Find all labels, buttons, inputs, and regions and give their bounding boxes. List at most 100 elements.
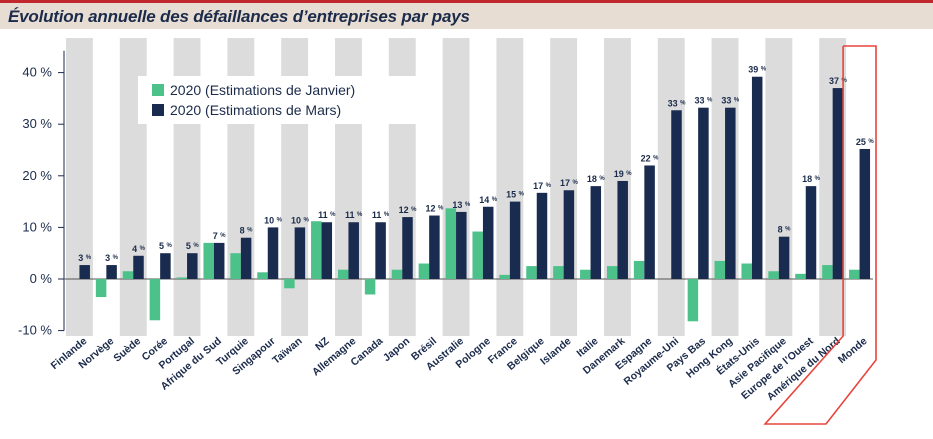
category-labels: FinlandeNorvègeSuèdeCoréePortugalAfrique…	[49, 334, 870, 403]
bar-january-29	[849, 269, 860, 279]
bar-march-19	[590, 186, 602, 279]
bar-march-15	[482, 206, 494, 279]
bar-march-27	[805, 186, 817, 279]
bar-january-13	[418, 263, 430, 279]
bar-march-14	[456, 211, 467, 279]
bar-march-25	[751, 76, 763, 279]
legend-label-march: 2020 (Estimations de Mars)	[170, 102, 342, 118]
y-tick-label: -10 %	[18, 323, 52, 338]
data-label-8: 10 %	[291, 215, 310, 225]
bar-march-18	[563, 190, 575, 279]
bar-march-17	[536, 192, 548, 279]
data-label-16: 15 %	[506, 190, 525, 200]
highlight-box	[763, 45, 877, 425]
bar-january-25	[741, 263, 752, 279]
legend-swatch-january	[152, 84, 164, 96]
bar-march-24	[725, 107, 736, 279]
data-label-0: 3 %	[78, 253, 92, 263]
bar-march-16	[509, 201, 521, 279]
bar-january-15	[472, 231, 483, 279]
bar-january-16	[499, 274, 510, 279]
top-accent-line	[0, 0, 933, 3]
y-tick-label: 0 %	[30, 271, 53, 286]
bar-january-12	[391, 269, 403, 279]
data-label-18: 17 %	[560, 178, 579, 188]
data-label-21: 22 %	[641, 153, 660, 163]
bar-january-4	[176, 277, 188, 279]
band-18	[550, 38, 578, 336]
y-tick-label: 30 %	[22, 116, 52, 131]
bar-january-2	[122, 271, 134, 279]
data-label-9: 11 %	[318, 210, 336, 220]
data-label-26: 8 %	[778, 225, 792, 235]
bar-march-26	[778, 236, 790, 279]
bar-march-10	[348, 222, 359, 279]
bar-march-1	[106, 265, 117, 279]
band-16	[496, 38, 524, 336]
band-14	[442, 38, 470, 336]
bar-january-18	[553, 266, 564, 279]
bars	[79, 76, 871, 322]
data-label-24: 33 %	[721, 96, 740, 106]
bar-january-9	[311, 221, 322, 279]
data-label-14: 13 %	[452, 200, 471, 210]
data-labels: 3 % 3 % 4 % 5 % 5 % 7 % 8 % 10 % 10 % 11 % 11 % 11 …	[78, 65, 874, 263]
bar-january-3	[149, 279, 161, 321]
y-tick-label: 20 %	[22, 168, 52, 183]
data-label-7: 10 %	[264, 215, 283, 225]
bar-march-4	[187, 253, 198, 279]
data-label-6: 8 %	[240, 226, 254, 236]
title-bar: Évolution annuelle des défaillances d’en…	[0, 3, 933, 29]
legend-item-january: 2020 (Estimations de Janvier)	[152, 80, 355, 100]
category-label-18: Islande	[538, 335, 574, 368]
band-0	[66, 38, 93, 336]
bar-march-11	[375, 222, 386, 279]
bar-january-27	[795, 273, 806, 279]
bar-january-20	[606, 266, 618, 279]
category-label-9: NZ	[313, 335, 332, 354]
bar-march-6	[240, 237, 252, 279]
data-label-19: 18 %	[587, 174, 606, 184]
bar-january-19	[580, 269, 591, 279]
bar-march-2	[133, 255, 144, 279]
bar-january-5	[203, 242, 214, 279]
data-label-23: 33 %	[694, 96, 713, 106]
bar-march-12	[402, 217, 413, 279]
category-label-12: Japon	[381, 335, 412, 364]
legend-item-march: 2020 (Estimations de Mars)	[152, 100, 341, 120]
data-label-11: 11 %	[372, 210, 390, 220]
bar-january-6	[230, 253, 241, 279]
bar-january-7	[257, 272, 268, 279]
bar-march-20	[617, 180, 628, 279]
legend: 2020 (Estimations de Janvier) 2020 (Esti…	[138, 76, 434, 124]
data-label-22: 33 %	[668, 98, 687, 108]
bar-march-21	[644, 165, 655, 279]
bar-march-13	[429, 215, 440, 279]
bar-january-23	[687, 279, 699, 322]
bar-january-21	[633, 260, 645, 279]
data-label-4: 5 %	[186, 241, 200, 251]
y-tick-label: 10 %	[22, 219, 52, 234]
category-label-2: Suède	[111, 335, 143, 365]
page-title: Évolution annuelle des défaillances d’en…	[8, 7, 470, 26]
data-label-29: 25 %	[856, 137, 875, 147]
data-label-10: 11 %	[345, 210, 363, 220]
highlight-outline	[763, 45, 877, 425]
bar-march-5	[213, 242, 225, 279]
data-label-3: 5 %	[159, 241, 173, 251]
bar-january-26	[768, 271, 779, 279]
band-26	[765, 38, 793, 336]
category-label-8: Taïwan	[270, 335, 304, 367]
data-label-27: 18 %	[802, 174, 821, 184]
bar-march-29	[859, 148, 871, 279]
legend-label-january: 2020 (Estimations de Janvier)	[170, 82, 356, 98]
legend-swatch-march	[152, 104, 164, 116]
data-label-25: 39 %	[748, 65, 767, 75]
bar-january-8	[284, 279, 295, 289]
bar-march-9	[321, 222, 333, 279]
bar-march-0	[79, 265, 90, 279]
data-label-15: 14 %	[479, 195, 498, 205]
data-label-20: 19 %	[614, 169, 633, 179]
bar-january-11	[364, 279, 376, 295]
y-axis: 40 % 30 % 20 % 10 % 0 % -10 %	[18, 50, 873, 338]
